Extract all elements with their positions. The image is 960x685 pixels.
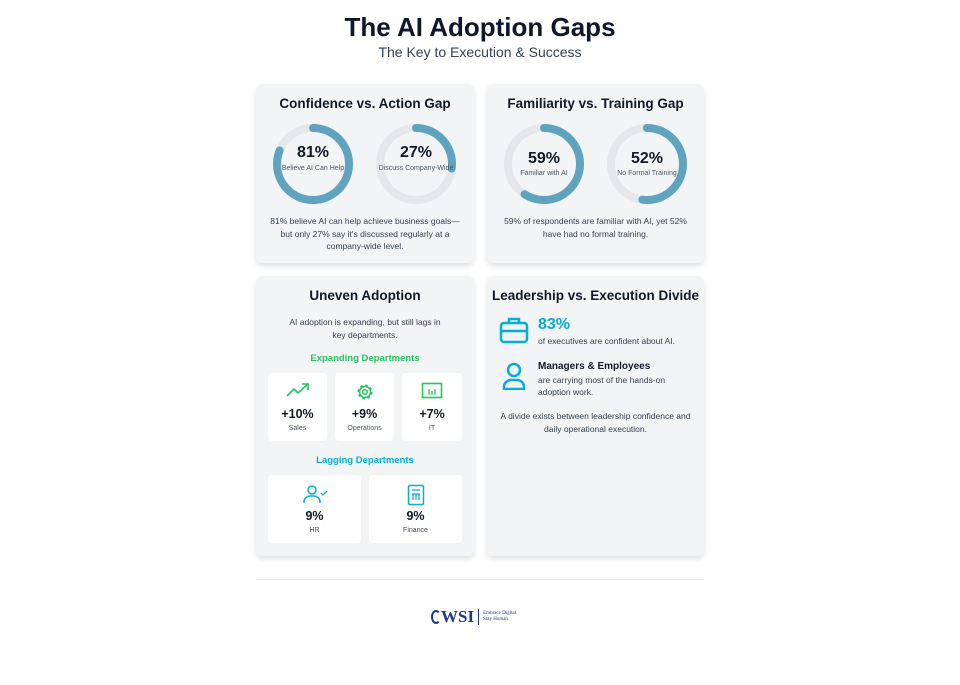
donut-familiar: 59% Familiar with AI — [502, 122, 586, 206]
card-title: Familiarity vs. Training Gap — [507, 96, 684, 111]
donut-value: 27% — [399, 144, 433, 161]
card-description: 59% of respondents are familiar with AI,… — [504, 216, 687, 239]
dept-tile-finance: 9% Finance — [369, 475, 462, 543]
donut-arc — [273, 124, 353, 204]
donut-value: 59% — [527, 150, 561, 167]
dept-name: IT — [428, 425, 436, 432]
group-text: are carrying most of the hands-on adopti… — [538, 375, 666, 397]
gear-icon — [335, 382, 394, 407]
page-title: The AI Adoption Gaps — [344, 12, 616, 42]
card-description: A divide exists between leadership confi… — [500, 411, 691, 434]
group-title: Managers & Employees — [538, 361, 651, 372]
page-subtitle: The Key to Execution & Success — [378, 44, 582, 60]
dept-tile-operations: +9% Operations — [335, 373, 394, 441]
executive-stat-text: of executives are confident about AI. — [538, 336, 676, 346]
trending-up-icon — [268, 382, 327, 403]
dept-name: HR — [309, 527, 320, 534]
card-description: AI adoption is expanding, but still lags… — [289, 317, 441, 340]
adoption-card: Uneven Adoption AI adoption is expanding… — [256, 276, 474, 556]
tagline-2: Stay Human. — [483, 617, 510, 622]
donut-value: 52% — [630, 150, 664, 167]
user-icon — [502, 362, 526, 395]
donut-label: Familiar with AI — [520, 170, 568, 177]
donut-value: 81% — [296, 144, 330, 161]
dept-name: Sales — [288, 425, 307, 432]
dept-tile-sales: +10% Sales — [268, 373, 327, 441]
donut-arc — [504, 124, 584, 204]
calculator-icon — [369, 484, 462, 511]
dept-name: Operations — [347, 425, 382, 432]
familiarity-card: Familiarity vs. Training Gap 59% Familiar… — [487, 84, 704, 263]
card-title: Leadership vs. Execution Divide — [491, 288, 700, 303]
executive-stat-value: 83% — [538, 316, 571, 333]
logo-text: WSI — [441, 607, 475, 626]
divider — [256, 579, 704, 580]
dept-tile-hr: 9% HR — [268, 475, 361, 543]
donut-label: No Formal Training — [617, 170, 677, 177]
expanding-title: Expanding Departments — [310, 353, 420, 364]
donut-label: Discuss Company-Wide — [378, 165, 454, 172]
lagging-title: Lagging Departments — [316, 455, 414, 466]
donut-training: 52% No Formal Training — [605, 122, 689, 206]
donut-arc — [376, 124, 456, 204]
donut-label: Believe AI Can Help — [281, 165, 345, 172]
donut-arc — [607, 124, 687, 204]
donut-discuss: 27% Discuss Company-Wide — [374, 122, 458, 206]
confidence-card: Confidence vs. Action Gap 81% Believe AI … — [256, 84, 474, 263]
briefcase-icon — [499, 316, 529, 349]
dept-value: +7% — [419, 407, 445, 421]
leadership-card: Leadership vs. Execution Divide 83% of e… — [487, 276, 704, 556]
monitor-icon — [402, 382, 462, 405]
card-title: Confidence vs. Action Gap — [279, 96, 451, 111]
dept-tile-it: +7% IT — [402, 373, 462, 441]
dept-value: +10% — [281, 407, 314, 421]
dept-value: +9% — [351, 407, 378, 421]
dept-value: 9% — [305, 509, 324, 523]
donut-believe: 81% Believe AI Can Help — [271, 122, 355, 206]
globe-icon — [431, 610, 441, 624]
card-description: 81% believe AI can help achieve business… — [270, 216, 460, 251]
card-title: Uneven Adoption — [309, 288, 421, 303]
wsi-logo: WSI Embrace Digital. Stay Human. — [431, 606, 517, 628]
dept-value: 9% — [406, 509, 425, 523]
tagline-1: Embrace Digital. — [483, 611, 518, 616]
dept-name: Finance — [403, 527, 428, 534]
user-check-icon — [268, 484, 361, 509]
